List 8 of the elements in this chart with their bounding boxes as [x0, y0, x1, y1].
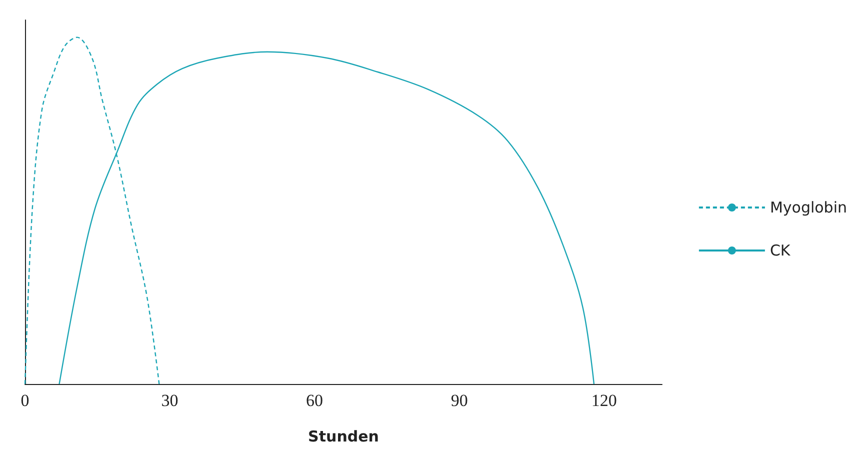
- x-tick-label: 0: [20, 391, 30, 410]
- x-tick-label: 90: [450, 391, 468, 410]
- x-tick-label: 60: [306, 391, 324, 410]
- legend-label: Myoglobin: [770, 198, 848, 216]
- legend-label: CK: [770, 242, 792, 260]
- x-tick-label: 120: [591, 391, 617, 410]
- x-axis-title: Stunden: [308, 428, 379, 446]
- x-tick-label: 30: [161, 391, 178, 410]
